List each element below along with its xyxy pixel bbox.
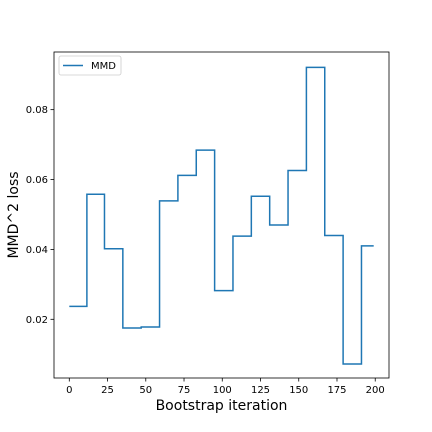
x-tick-label: 25	[101, 385, 114, 396]
x-tick-label: 100	[213, 385, 232, 396]
y-tick-label: 0.06	[26, 175, 48, 186]
x-tick-label: 150	[289, 385, 308, 396]
legend: MMD	[58, 55, 122, 76]
plot-area	[54, 52, 389, 378]
x-tick-label: 75	[178, 385, 191, 396]
legend-label: MMD	[91, 61, 116, 72]
x-tick-label: 125	[251, 385, 270, 396]
plot-frame	[53, 51, 390, 379]
y-tick-label: 0.08	[26, 105, 48, 116]
legend-box	[58, 55, 122, 76]
x-tick-label: 0	[66, 385, 72, 396]
x-axis-label: Bootstrap iteration	[156, 398, 288, 414]
x-tick-label: 175	[327, 385, 346, 396]
series-line-mmd	[69, 66, 374, 365]
y-axis-label: MMD^2 loss	[6, 171, 22, 258]
x-tick-label: 200	[366, 385, 385, 396]
x-tick-label: 50	[139, 385, 152, 396]
y-tick-label: 0.04	[26, 245, 48, 256]
y-tick-label: 0.02	[26, 315, 48, 326]
